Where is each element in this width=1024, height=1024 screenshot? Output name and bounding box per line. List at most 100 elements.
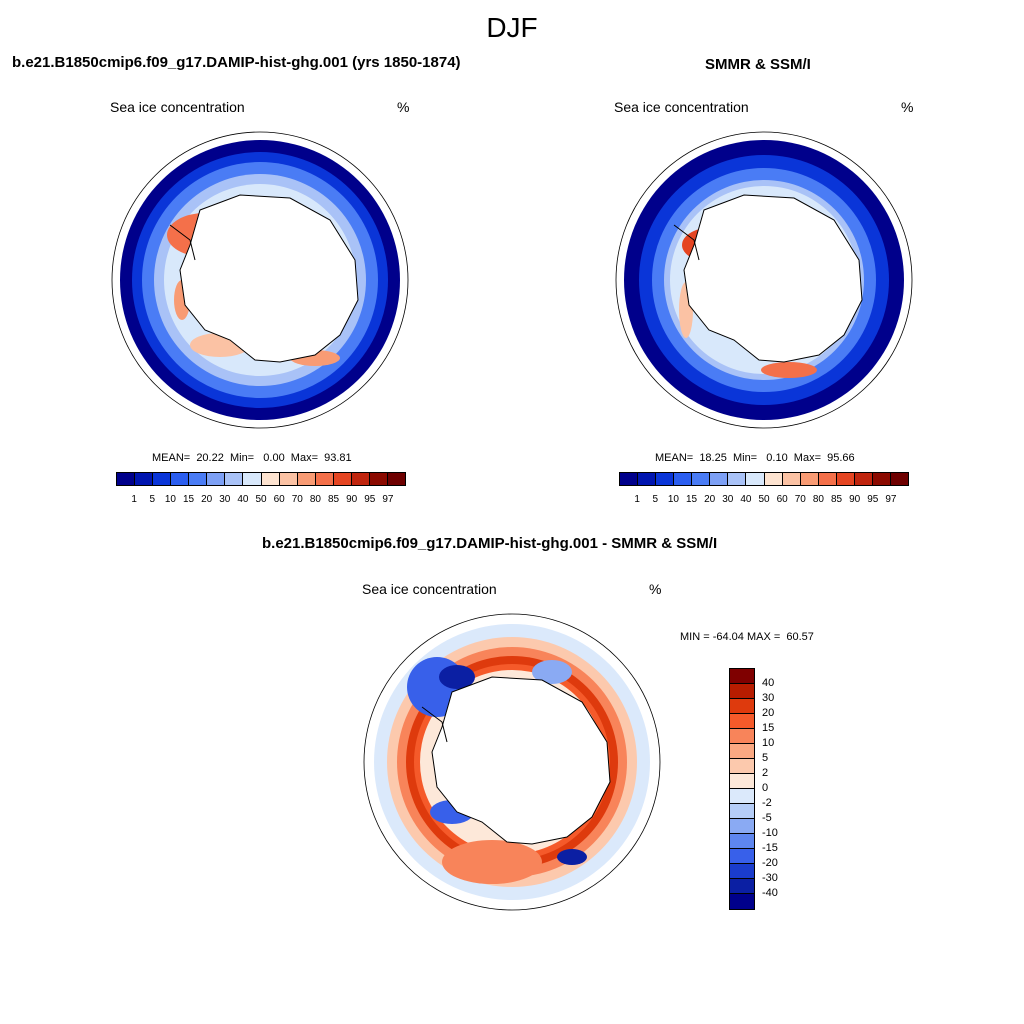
diff-colorbar-tick-label: -30 [762,872,778,884]
model-colorbar-swatch [351,473,370,485]
obs-colorbar-swatch [728,473,747,485]
diff-colorbar-swatch [730,699,754,714]
obs-panel-title: SMMR & SSM/I [705,56,811,73]
obs-colorbar-swatch [692,473,711,485]
model-colorbar-tick-label: 40 [237,494,249,505]
model-colorbar-swatch [153,473,172,485]
model-colorbar-swatch [387,473,405,485]
model-colorbar-tick-label: 1 [131,494,137,505]
obs-colorbar-swatch [836,473,855,485]
obs-colorbar-labels: 1 5 10 15 20 30 40 50 60 70 80 85 90 95 97 [619,494,909,508]
obs-colorbar-tick-label: 85 [830,494,843,505]
model-colorbar [116,472,406,486]
obs-colorbar-tick-label: 5 [652,494,659,505]
obs-colorbar-swatch [890,473,908,485]
obs-colorbar-swatch [764,473,783,485]
model-colorbar-tick-label: 20 [201,494,213,505]
obs-stats: MEAN= 18.25 Min= 0.10 Max= 95.66 [655,452,855,464]
diff-colorbar-swatch [730,714,754,729]
obs-colorbar-tick-label: 90 [849,494,861,505]
diff-colorbar-swatch [730,744,754,759]
diff-colorbar-tick-label: 2 [762,767,769,779]
model-colorbar-swatch [261,473,280,485]
obs-colorbar-swatch [710,473,729,485]
obs-colorbar-swatch [638,473,657,485]
diff-colorbar-tick-label: 15 [762,722,775,734]
model-colorbar-swatch [315,473,334,485]
model-colorbar-swatch [333,473,352,485]
obs-colorbar-tick-label: 15 [685,494,698,505]
obs-colorbar-swatch [872,473,891,485]
model-colorbar-swatch [189,473,208,485]
diff-colorbar-swatch [730,759,754,774]
model-colorbar-tick-label: 30 [219,494,231,505]
diff-colorbar-tick-label: -20 [762,857,778,869]
model-colorbar-swatch [135,473,154,485]
diff-colorbar-tick-label: -10 [762,827,778,839]
figure-title: DJF [486,12,538,43]
diff-colorbar-swatch [730,729,754,744]
diff-colorbar-tick-label: 10 [762,737,775,749]
obs-colorbar-swatch [800,473,819,485]
model-units-label: % [397,99,410,115]
model-colorbar-swatch [225,473,244,485]
diff-colorbar-swatch [730,789,754,804]
model-panel-title: b.e21.B1850cmip6.f09_g17.DAMIP-hist-ghg.… [12,54,461,71]
diff-panel-title: b.e21.B1850cmip6.f09_g17.DAMIP-hist-ghg.… [262,535,718,552]
diff-units-label: % [649,581,662,597]
obs-colorbar-swatch [620,473,639,485]
diff-polar-map [363,613,661,911]
diff-colorbar-swatch [730,774,754,789]
diff-colorbar-tick-label: 30 [762,692,775,704]
model-colorbar-tick-label: 5 [149,494,156,505]
diff-colorbar-swatch [730,879,754,894]
obs-units-label: % [901,99,914,115]
diff-colorbar-tick-label: 20 [762,707,775,719]
diff-colorbar-swatch [730,864,754,879]
diff-colorbar-tick-label: -40 [762,887,778,899]
model-colorbar-tick-label: 80 [309,494,321,505]
obs-colorbar-tick-label: 20 [704,494,716,505]
diff-colorbar-swatch [730,804,754,819]
model-colorbar-tick-label: 10 [164,494,176,505]
obs-variable-label: Sea ice concentration [614,99,749,115]
model-colorbar-tick-label: 85 [327,494,340,505]
diff-colorbar-swatch [730,819,754,834]
obs-colorbar-swatch [746,473,765,485]
obs-colorbar-tick-label: 97 [885,494,897,505]
diff-colorbar [729,668,755,910]
model-colorbar-swatch [243,473,262,485]
obs-colorbar-tick-label: 95 [867,494,879,505]
diff-colorbar-tick-label: -2 [762,797,772,809]
model-colorbar-tick-label: 60 [273,494,285,505]
model-colorbar-tick-label: 90 [346,494,358,505]
diff-colorbar-tick-label: 40 [762,677,775,689]
obs-colorbar-tick-label: 30 [722,494,734,505]
model-stats: MEAN= 20.22 Min= 0.00 Max= 93.81 [152,452,352,464]
obs-colorbar-tick-label: 1 [634,494,640,505]
diff-colorbar-swatch [730,669,754,684]
diff-colorbar-swatch [730,834,754,849]
obs-colorbar-tick-label: 70 [794,494,806,505]
obs-colorbar-tick-label: 80 [812,494,824,505]
diff-colorbar-swatch [730,894,754,909]
model-colorbar-swatch [171,473,190,485]
model-colorbar-swatch [369,473,388,485]
diff-variable-label: Sea ice concentration [362,581,497,597]
model-colorbar-tick-label: 95 [364,494,376,505]
obs-colorbar-swatch [818,473,837,485]
diff-colorbar-swatch [730,849,754,864]
obs-colorbar [619,472,909,486]
diff-colorbar-swatch [730,684,754,699]
model-colorbar-tick-label: 50 [255,494,267,505]
model-polar-map [111,131,409,429]
model-colorbar-tick-label: 97 [382,494,394,505]
model-variable-label: Sea ice concentration [110,99,245,115]
diff-stats: MIN = -64.04 MAX = 60.57 [680,631,814,643]
diff-colorbar-tick-label: 5 [762,752,769,764]
model-colorbar-tick-label: 15 [182,494,195,505]
obs-colorbar-swatch [782,473,801,485]
obs-colorbar-tick-label: 60 [776,494,788,505]
diff-colorbar-labels: 40 30 20 15 10 5 2 0 -2 -5 -10 -15 -20 -30 -40 [762,668,802,910]
obs-colorbar-tick-label: 10 [667,494,679,505]
